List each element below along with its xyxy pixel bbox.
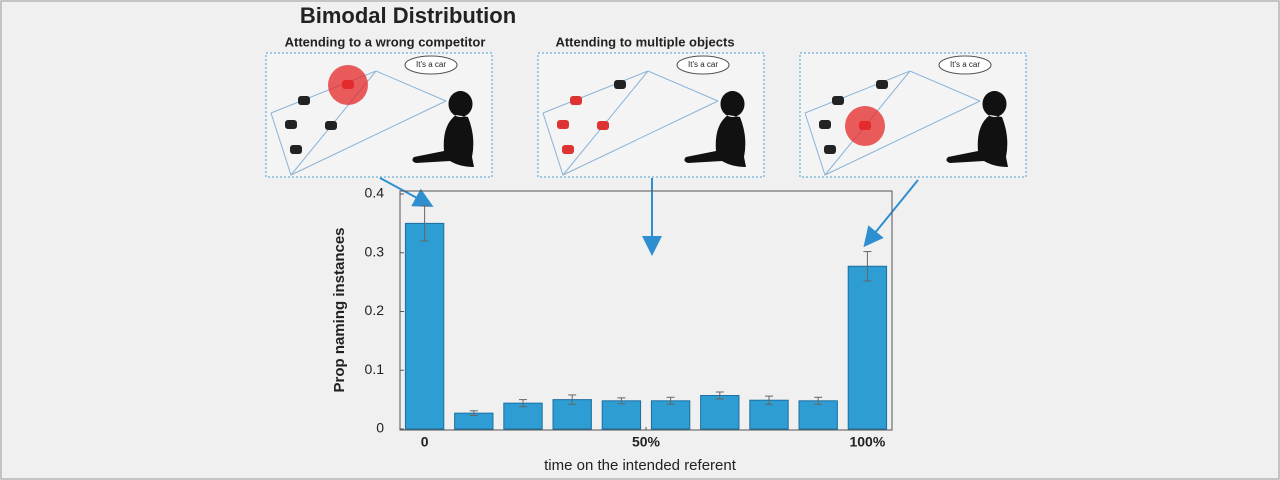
panel-label: Attending to a wrong competitor bbox=[285, 34, 486, 49]
toy bbox=[832, 96, 844, 105]
bar bbox=[700, 395, 740, 430]
speech-bubble bbox=[676, 55, 730, 75]
y-axis-label: Prop naming instances bbox=[331, 227, 348, 392]
bar bbox=[650, 400, 691, 430]
toy bbox=[290, 145, 302, 154]
toy bbox=[876, 80, 888, 89]
toy bbox=[824, 145, 836, 154]
toy bbox=[819, 120, 831, 129]
toy bbox=[562, 145, 574, 154]
y-tick-label: 0.4 bbox=[365, 185, 385, 201]
x-tick-label: 100% bbox=[849, 434, 885, 450]
toy bbox=[597, 121, 609, 130]
child bbox=[684, 91, 746, 167]
toy bbox=[614, 80, 626, 89]
toy bbox=[298, 96, 310, 105]
speech-bubble bbox=[404, 55, 458, 75]
toy bbox=[325, 121, 337, 130]
attention-highlight bbox=[328, 65, 368, 105]
bar bbox=[749, 399, 789, 430]
panel: It's a car bbox=[537, 52, 765, 178]
y-tick-label: 0.1 bbox=[365, 361, 385, 377]
chart-title: Bimodal Distribution bbox=[300, 3, 516, 28]
attention-highlight bbox=[845, 106, 885, 146]
panel: It's a car bbox=[265, 52, 493, 178]
speech-text: It's a car bbox=[688, 60, 718, 69]
bar bbox=[601, 400, 642, 430]
toy bbox=[285, 120, 297, 129]
child bbox=[412, 91, 474, 167]
bar bbox=[847, 265, 888, 430]
panel: It's a car bbox=[799, 52, 1027, 178]
x-tick-label: 0 bbox=[421, 434, 429, 450]
child bbox=[946, 91, 1008, 167]
x-tick-label: 50% bbox=[632, 434, 661, 450]
x-axis-label: time on the intended referent bbox=[544, 457, 737, 474]
panels: It's a car It's a car It's a car bbox=[265, 52, 1027, 178]
toy bbox=[557, 120, 569, 129]
speech-text: It's a car bbox=[950, 60, 980, 69]
y-tick-label: 0 bbox=[376, 420, 384, 436]
bar bbox=[798, 400, 838, 430]
y-tick-label: 0.3 bbox=[365, 243, 385, 259]
bar bbox=[404, 222, 445, 430]
toy bbox=[570, 96, 582, 105]
panel-label: Attending to multiple objects bbox=[555, 34, 734, 49]
speech-bubble bbox=[938, 55, 992, 75]
speech-text: It's a car bbox=[416, 60, 446, 69]
y-tick-label: 0.2 bbox=[365, 302, 385, 318]
